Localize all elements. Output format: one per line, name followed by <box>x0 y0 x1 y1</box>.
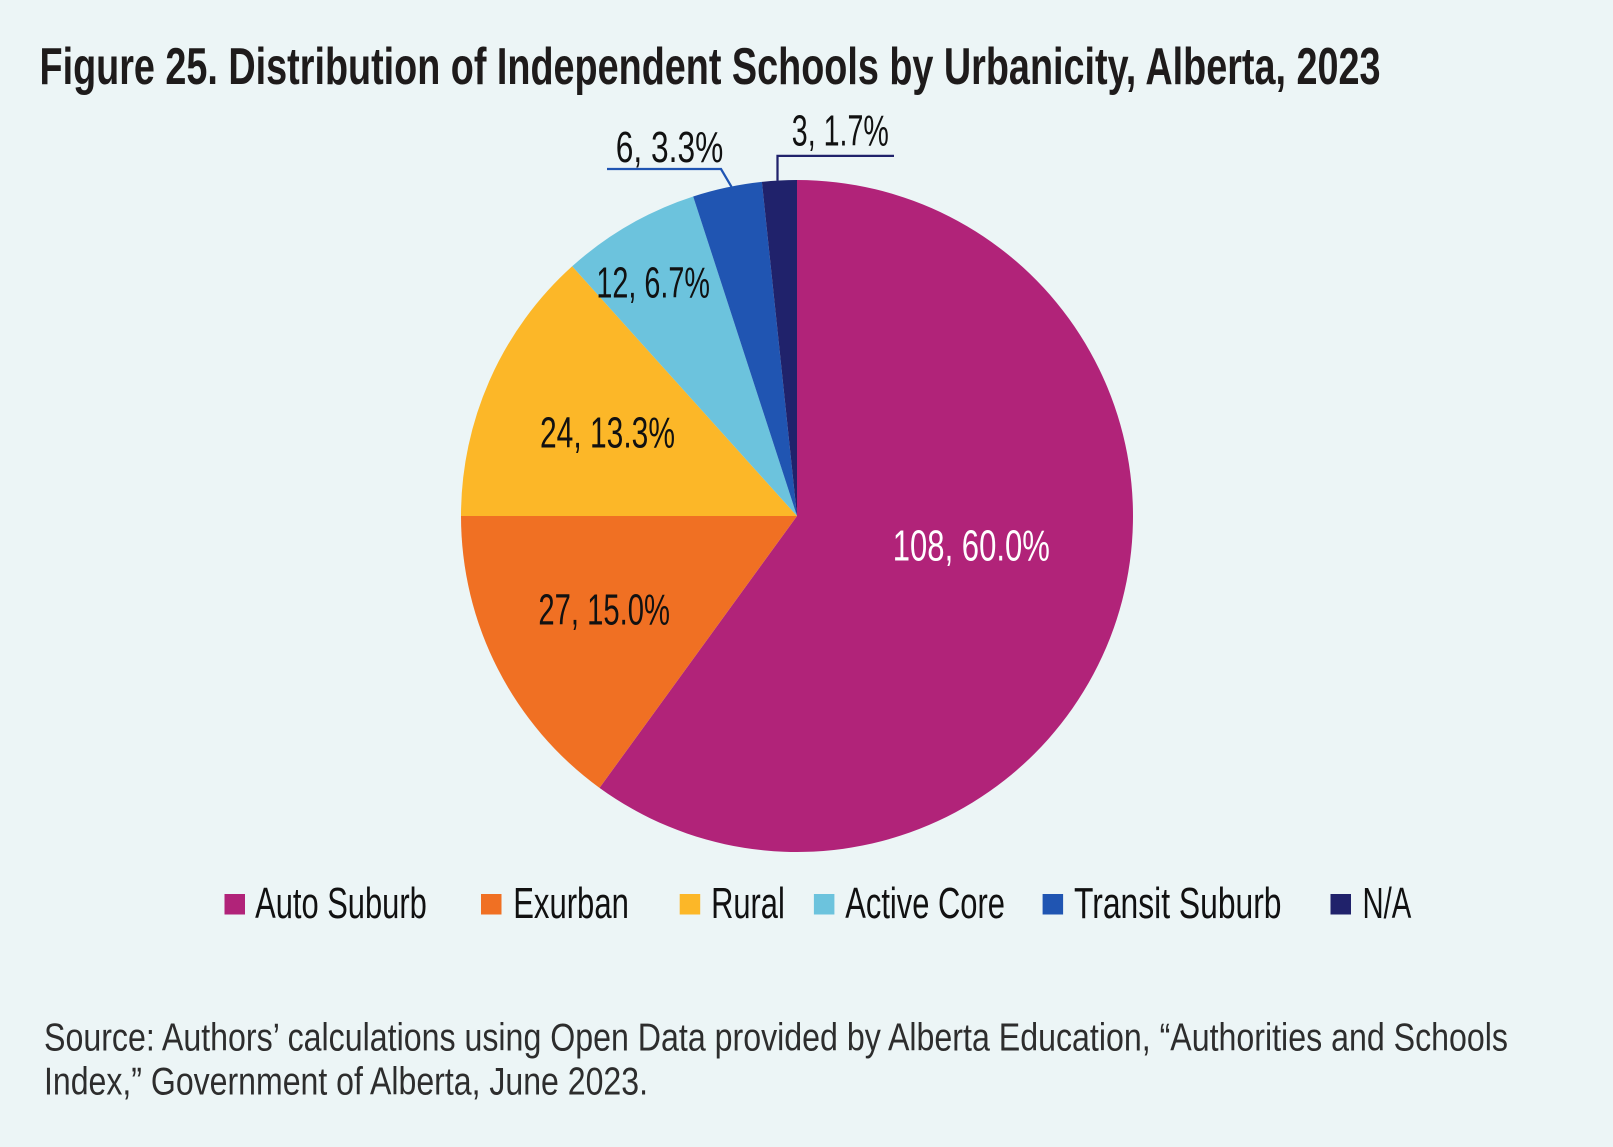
svg-text:Active Core: Active Core <box>845 880 1005 928</box>
svg-text:6, 3.3%: 6, 3.3% <box>616 123 724 172</box>
svg-text:N/A: N/A <box>1363 880 1412 928</box>
svg-text:Index,” Government of Alberta,: Index,” Government of Alberta, June 2023… <box>44 1061 648 1104</box>
svg-text:27, 15.0%: 27, 15.0% <box>538 586 670 635</box>
svg-text:108, 60.0%: 108, 60.0% <box>893 522 1050 571</box>
svg-text:3, 1.7%: 3, 1.7% <box>792 106 889 155</box>
svg-text:Transit Suburb: Transit Suburb <box>1074 880 1282 928</box>
svg-text:Rural: Rural <box>711 880 785 928</box>
svg-text:Figure 25. Distribution of Ind: Figure 25. Distribution of Independent S… <box>40 37 1381 95</box>
svg-text:Exurban: Exurban <box>513 880 629 928</box>
svg-text:12, 6.7%: 12, 6.7% <box>596 259 710 308</box>
svg-text:24, 13.3%: 24, 13.3% <box>540 408 675 457</box>
svg-text:Source: Authors’ calculations: Source: Authors’ calculations using Open… <box>44 1016 1508 1059</box>
svg-text:Auto Suburb: Auto Suburb <box>255 880 427 928</box>
